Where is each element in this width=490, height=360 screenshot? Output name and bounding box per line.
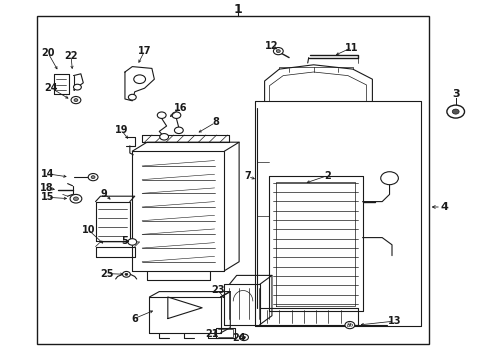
Circle shape — [71, 96, 81, 104]
Text: 10: 10 — [81, 225, 95, 235]
Circle shape — [240, 334, 248, 341]
Text: 3: 3 — [452, 89, 460, 99]
Text: 2: 2 — [324, 171, 331, 181]
Text: 8: 8 — [212, 117, 219, 127]
Text: 16: 16 — [173, 103, 187, 113]
Text: 14: 14 — [41, 169, 55, 179]
Circle shape — [174, 127, 183, 134]
Circle shape — [134, 75, 146, 84]
Circle shape — [74, 99, 78, 102]
Text: 18: 18 — [40, 183, 54, 193]
Circle shape — [128, 94, 136, 100]
Circle shape — [160, 134, 169, 140]
Text: 9: 9 — [101, 189, 108, 199]
Text: 23: 23 — [211, 285, 224, 295]
Circle shape — [91, 176, 95, 179]
Circle shape — [447, 105, 465, 118]
Text: 22: 22 — [64, 51, 78, 61]
Bar — [37, 16, 429, 344]
Text: 5: 5 — [122, 236, 128, 246]
Text: 15: 15 — [41, 192, 54, 202]
Text: 7: 7 — [245, 171, 251, 181]
Text: 11: 11 — [345, 42, 359, 53]
Circle shape — [122, 271, 130, 277]
Text: 1: 1 — [233, 3, 242, 16]
Text: 6: 6 — [131, 314, 138, 324]
Circle shape — [345, 321, 355, 329]
Circle shape — [128, 239, 137, 245]
Circle shape — [172, 112, 181, 118]
Circle shape — [88, 174, 98, 181]
Circle shape — [157, 112, 166, 118]
Text: 25: 25 — [100, 269, 114, 279]
Circle shape — [125, 273, 128, 275]
Circle shape — [74, 197, 78, 201]
Circle shape — [273, 48, 283, 55]
Circle shape — [70, 194, 82, 203]
Text: 12: 12 — [265, 41, 279, 51]
Text: 19: 19 — [115, 125, 128, 135]
Text: 17: 17 — [138, 46, 151, 56]
Text: 13: 13 — [388, 316, 401, 326]
Circle shape — [276, 50, 280, 53]
Circle shape — [452, 109, 459, 114]
Text: 4: 4 — [440, 202, 448, 212]
Circle shape — [243, 336, 245, 338]
Text: 24: 24 — [232, 333, 245, 343]
Text: 21: 21 — [205, 329, 219, 339]
Text: 24: 24 — [45, 83, 58, 93]
Text: 20: 20 — [41, 48, 55, 58]
Circle shape — [381, 172, 398, 185]
Circle shape — [74, 84, 81, 90]
